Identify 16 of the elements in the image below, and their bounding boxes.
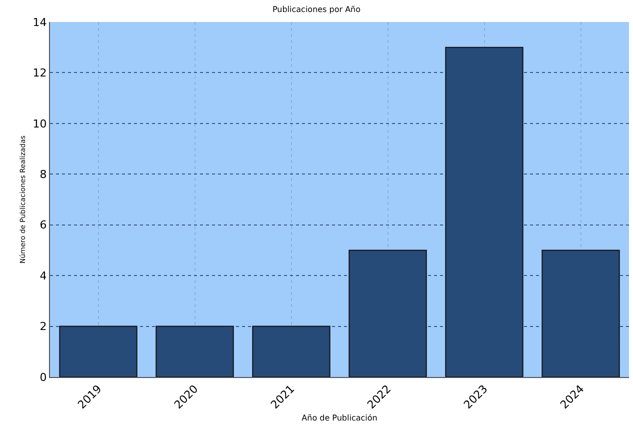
chart-title: Publicaciones por Año	[272, 5, 361, 14]
x-axis-title: Año de Publicación	[302, 414, 378, 423]
bar	[156, 326, 234, 377]
y-tick-label: 12	[32, 66, 47, 80]
y-tick-label: 4	[40, 269, 47, 282]
y-tick-label: 8	[40, 168, 47, 181]
bar	[252, 326, 330, 377]
bar	[445, 46, 524, 377]
bar	[542, 250, 620, 377]
y-tick-label: 10	[32, 117, 47, 130]
y-tick-label: 0	[40, 370, 47, 384]
bar	[59, 326, 138, 377]
y-tick-label: 2	[40, 320, 47, 334]
y-tick-label: 14	[32, 16, 47, 29]
bar	[348, 250, 427, 377]
y-tick-label: 6	[40, 218, 47, 232]
